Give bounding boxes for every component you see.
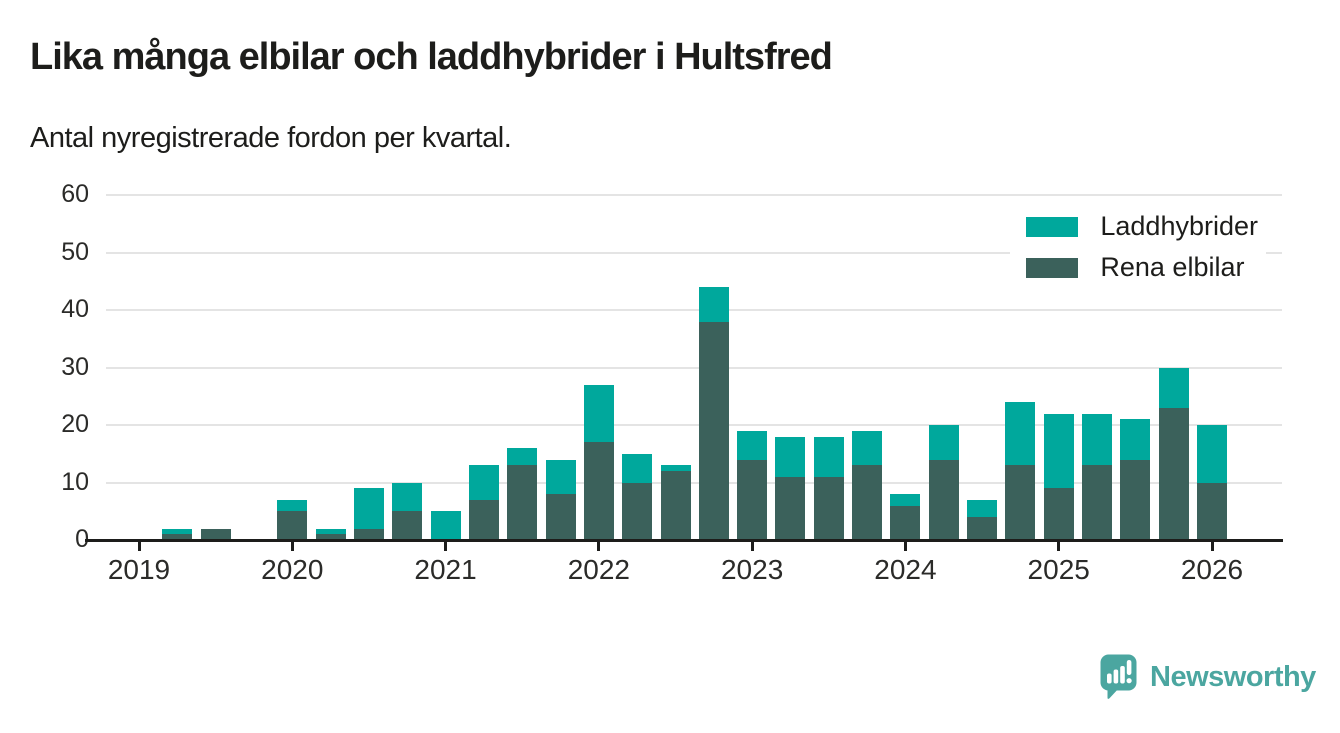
x-axis-label: 2026 — [1180, 554, 1244, 585]
bar-segment-rena-elbilar — [1158, 407, 1189, 540]
y-axis-label: 10 — [61, 467, 89, 496]
legend-label-laddhybrider: Laddhybrider — [1100, 211, 1258, 241]
bar-segment-laddhybrider — [1082, 413, 1113, 466]
bar-segment-laddhybrider — [1120, 419, 1151, 460]
bar-segment-rena-elbilar — [200, 528, 231, 540]
bar-segment-rena-elbilar — [622, 482, 653, 540]
bar-segment-laddhybrider — [1158, 367, 1189, 408]
gridline — [106, 366, 1282, 369]
y-axis-label: 40 — [61, 294, 89, 323]
bar-segment-laddhybrider — [392, 482, 423, 512]
brand-footer: Newsworthy — [1100, 654, 1316, 701]
bar-segment-rena-elbilar — [967, 517, 998, 540]
x-axis-label: 2023 — [720, 554, 784, 585]
bar-segment-laddhybrider — [162, 528, 193, 535]
bar-segment-rena-elbilar — [1120, 459, 1151, 540]
bar-segment-laddhybrider — [737, 430, 768, 460]
legend-label-rena-elbilar: Rena elbilar — [1100, 252, 1245, 282]
bar-segment-rena-elbilar — [468, 499, 499, 540]
bar-segment-laddhybrider — [967, 499, 998, 517]
x-axis-label: 2020 — [261, 554, 324, 585]
bar-segment-laddhybrider — [315, 528, 346, 535]
x-axis-tick — [1210, 542, 1214, 551]
bar-segment-laddhybrider — [507, 448, 538, 466]
bar-segment-rena-elbilar — [353, 528, 384, 540]
x-axis-label: 2025 — [1027, 554, 1090, 585]
legend-item-laddhybrider: Laddhybrider — [1026, 211, 1258, 242]
y-axis-label: 20 — [61, 409, 89, 438]
bar-segment-laddhybrider — [545, 459, 576, 494]
bar-segment-rena-elbilar — [1043, 488, 1074, 540]
bar-segment-laddhybrider — [468, 465, 499, 500]
y-axis-label: 50 — [61, 237, 89, 266]
plot-area: 0 10 20 30 40 50 60 2019 2020 2021 2022 2023 2024 202… — [61, 180, 1283, 585]
bar-segment-rena-elbilar — [660, 471, 691, 540]
bar-segment-laddhybrider — [852, 430, 883, 466]
bar-segment-rena-elbilar — [737, 459, 768, 540]
bar-segment-laddhybrider — [813, 436, 844, 477]
bar-segment-laddhybrider — [928, 425, 959, 460]
chart-title: Lika många elbilar och laddhybrider i Hu… — [30, 36, 833, 78]
bar-segment-laddhybrider — [430, 511, 461, 540]
newsworthy-logo-icon — [1100, 654, 1137, 699]
gridline — [106, 251, 1282, 254]
x-axis-tick — [290, 542, 294, 551]
gridline — [106, 481, 1282, 484]
chart-subtitle: Antal nyregistrerade fordon per kvartal. — [30, 122, 512, 154]
bar-segment-rena-elbilar — [315, 534, 346, 540]
bar-segment-laddhybrider — [353, 488, 384, 529]
gridline — [106, 424, 1282, 426]
x-axis-tick — [444, 542, 448, 551]
bar-segment-rena-elbilar — [545, 494, 576, 540]
bar-segment-rena-elbilar — [277, 511, 308, 540]
x-axis-tick — [597, 542, 601, 551]
legend-swatch-laddhybrider — [1026, 216, 1079, 237]
x-axis-tick — [903, 542, 907, 551]
bar-segment-rena-elbilar — [507, 465, 538, 540]
bar-segment-laddhybrider — [890, 494, 921, 506]
x-axis-line — [85, 539, 1283, 542]
bar-segment-rena-elbilar — [890, 505, 921, 540]
x-axis-tick — [137, 542, 141, 551]
bar-segment-rena-elbilar — [1082, 465, 1113, 540]
legend-swatch-rena-elbilar — [1026, 257, 1079, 278]
bar-segment-rena-elbilar — [813, 476, 844, 540]
y-axis-label: 60 — [61, 179, 89, 208]
x-axis-label: 2021 — [414, 554, 477, 585]
bar-segment-rena-elbilar — [583, 442, 614, 540]
bar-segment-laddhybrider — [1005, 402, 1036, 466]
brand-name: Newsworthy — [1150, 661, 1316, 693]
bar-segment-laddhybrider — [698, 287, 729, 322]
y-axis-label: 30 — [61, 352, 89, 381]
bar-segment-laddhybrider — [622, 453, 653, 483]
bar-segment-laddhybrider — [277, 499, 308, 512]
bar-segment-rena-elbilar — [852, 465, 883, 540]
bar-segment-rena-elbilar — [698, 321, 729, 540]
legend-item-rena-elbilar: Rena elbilar — [1026, 252, 1258, 283]
bar-segment-rena-elbilar — [1197, 482, 1227, 540]
x-axis-label: 2024 — [874, 554, 937, 585]
bar-segment-laddhybrider — [1043, 413, 1074, 489]
legend: Laddhybrider Rena elbilar — [1010, 203, 1266, 291]
bar-segment-laddhybrider — [775, 436, 806, 477]
bar-segment-rena-elbilar — [162, 534, 193, 540]
x-axis-tick — [1057, 542, 1061, 551]
bar-segment-rena-elbilar — [392, 511, 423, 540]
bar-segment-rena-elbilar — [928, 459, 959, 540]
bar-segment-laddhybrider — [1197, 425, 1227, 483]
bar-segment-laddhybrider — [583, 384, 614, 443]
gridline — [106, 309, 1282, 311]
gridline — [106, 194, 1282, 196]
y-axis-label: 0 — [75, 524, 89, 553]
x-axis-label: 2019 — [107, 554, 171, 585]
bar-segment-rena-elbilar — [1005, 465, 1036, 540]
x-axis-label: 2022 — [567, 554, 630, 585]
bar-segment-laddhybrider — [660, 465, 691, 471]
x-axis-tick — [750, 542, 754, 551]
bar-segment-rena-elbilar — [775, 476, 806, 540]
